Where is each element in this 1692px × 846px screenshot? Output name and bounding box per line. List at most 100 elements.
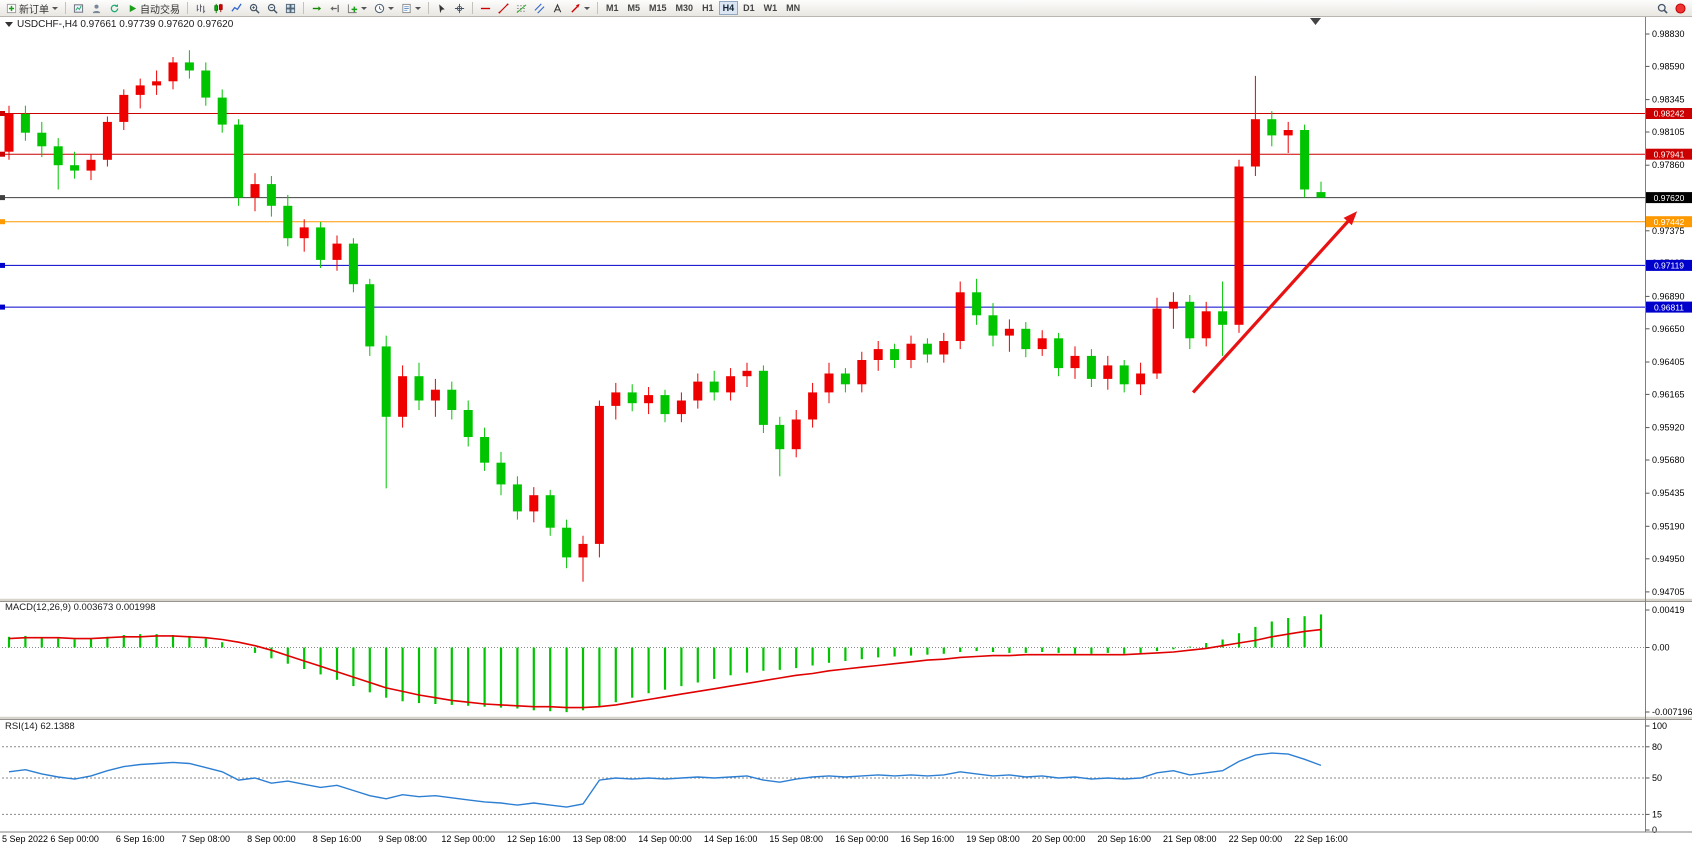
community-button[interactable] xyxy=(1672,1,1689,15)
zoom-in-button[interactable] xyxy=(246,1,263,15)
profile-icon xyxy=(92,4,101,13)
candle-down xyxy=(184,62,194,71)
candle-down xyxy=(1086,355,1096,379)
templates-button[interactable] xyxy=(398,1,424,15)
auto-trading-button[interactable]: 自动交易 xyxy=(124,1,183,16)
timeframe-h1-button[interactable]: H1 xyxy=(698,1,718,15)
candle-up xyxy=(1250,119,1260,167)
chart-shift-button[interactable] xyxy=(326,1,343,15)
crosshair-button[interactable] xyxy=(451,1,468,15)
timeframe-mn-button[interactable]: MN xyxy=(782,1,804,15)
macd-panel xyxy=(2,614,1646,713)
time-axis-label: 13 Sep 08:00 xyxy=(573,834,627,844)
toolbar: 新订单 自动交易 M1 M5 M15 M30 H1 H4 D1 W1 MN xyxy=(0,0,1692,17)
data-window-button[interactable] xyxy=(88,1,105,15)
toolbar-separator xyxy=(597,2,598,14)
candle-up xyxy=(676,400,686,415)
line-icon xyxy=(231,3,242,12)
macd-tick-label: -0.007196 xyxy=(1652,707,1692,717)
candle-down xyxy=(463,410,473,437)
candlestick-type-button[interactable] xyxy=(210,1,227,15)
time-axis-label: 20 Sep 16:00 xyxy=(1097,834,1151,844)
candle-down xyxy=(20,113,30,133)
one-click-trading-collapse-icon[interactable] xyxy=(5,22,13,27)
time-axis-label: 12 Sep 16:00 xyxy=(507,834,561,844)
candle-down xyxy=(1119,365,1129,385)
timeframe-m30-button[interactable]: M30 xyxy=(672,1,698,15)
timeframe-h4-button[interactable]: H4 xyxy=(718,1,739,15)
candle-up xyxy=(398,376,408,417)
rsi-panel xyxy=(2,746,1646,815)
arrows-tool-button[interactable] xyxy=(567,1,593,15)
timeframe-m1-button[interactable]: M1 xyxy=(602,1,623,15)
zoom-out-button[interactable] xyxy=(264,1,281,15)
time-axis[interactable]: 5 Sep 2022 6 Sep 00:00 6 Sep 16:00 7 Sep 08… xyxy=(0,831,1692,844)
chart-title-text: USDCHF-,H4 0.97661 0.97739 0.97620 0.976… xyxy=(17,19,234,30)
cursor-button[interactable] xyxy=(433,1,450,15)
time-axis-label: 16 Sep 16:00 xyxy=(901,834,955,844)
candle-down xyxy=(545,495,555,528)
new-order-button[interactable]: 新订单 xyxy=(3,1,61,16)
candle-up xyxy=(250,184,260,198)
candle-down xyxy=(840,373,850,385)
line-chart-type-button[interactable] xyxy=(228,1,245,15)
macd-tick-label: 0.00 xyxy=(1652,643,1670,653)
crosshair-icon xyxy=(454,3,465,13)
candle-up xyxy=(742,370,752,377)
price-tick-label: 0.97375 xyxy=(1652,226,1685,236)
price-badge xyxy=(1646,216,1692,228)
indicators-button[interactable] xyxy=(344,1,370,15)
text-icon xyxy=(553,2,562,12)
separator-main-macd[interactable] xyxy=(0,598,1692,602)
candle-up xyxy=(873,349,883,360)
price-tick-label: 0.98345 xyxy=(1652,95,1685,105)
rsi-tick-label: 100 xyxy=(1652,721,1667,731)
time-axis-label: 15 Sep 08:00 xyxy=(769,834,823,844)
price-tick-label: 0.96405 xyxy=(1652,357,1685,367)
timeframe-w1-button[interactable]: W1 xyxy=(760,1,782,15)
candle-down xyxy=(234,124,244,198)
candle-down xyxy=(381,346,391,417)
horizontal-line-tool-button[interactable] xyxy=(477,1,494,15)
auto-scroll-button[interactable] xyxy=(308,1,325,15)
candle-down xyxy=(37,132,47,147)
timeframe-m15-button[interactable]: M15 xyxy=(645,1,671,15)
trendline-tool-button[interactable] xyxy=(495,1,512,15)
channel-icon xyxy=(534,3,545,13)
candlesticks xyxy=(4,50,1326,582)
text-tool-button[interactable] xyxy=(549,1,566,15)
candle-up xyxy=(808,392,818,420)
chart-window-icon xyxy=(73,3,84,13)
timeframe-m5-button[interactable]: M5 xyxy=(624,1,645,15)
price-tick-label: 0.95680 xyxy=(1652,455,1685,465)
channel-tool-button[interactable] xyxy=(531,1,548,15)
chart-shift-marker-icon[interactable] xyxy=(1310,18,1321,25)
separator-macd-rsi[interactable] xyxy=(0,716,1692,720)
bar-chart-type-button[interactable] xyxy=(192,1,209,15)
time-axis-label: 19 Sep 08:00 xyxy=(966,834,1020,844)
tile-windows-button[interactable] xyxy=(282,1,299,15)
trend-arrow[interactable] xyxy=(1191,211,1358,394)
fibonacci-tool-button[interactable] xyxy=(513,1,530,15)
refresh-button[interactable] xyxy=(106,1,123,15)
price-badge xyxy=(1646,108,1692,119)
rsi-tick-label: 15 xyxy=(1652,809,1662,819)
dropdown-caret-icon xyxy=(415,6,421,10)
candle-up xyxy=(1136,373,1146,385)
candle-up xyxy=(299,227,309,239)
search-button[interactable] xyxy=(1654,1,1671,15)
rsi-tick-label: 50 xyxy=(1652,773,1662,783)
candle-up xyxy=(1234,166,1244,325)
price-axis[interactable]: 0.98830 0.98590 0.98345 0.98105 0.97860 0.976… xyxy=(1645,16,1692,835)
price-badge-label: 0.96811 xyxy=(1654,302,1684,312)
cursor-icon xyxy=(439,3,445,13)
timeframe-d1-button[interactable]: D1 xyxy=(739,1,759,15)
candle-down xyxy=(1021,328,1031,350)
candle-up xyxy=(168,62,178,82)
periods-button[interactable] xyxy=(371,1,397,15)
charts-window-button[interactable] xyxy=(70,1,87,15)
time-axis-label: 12 Sep 00:00 xyxy=(441,834,495,844)
dropdown-caret-icon xyxy=(361,6,367,10)
candle-down xyxy=(512,484,522,512)
